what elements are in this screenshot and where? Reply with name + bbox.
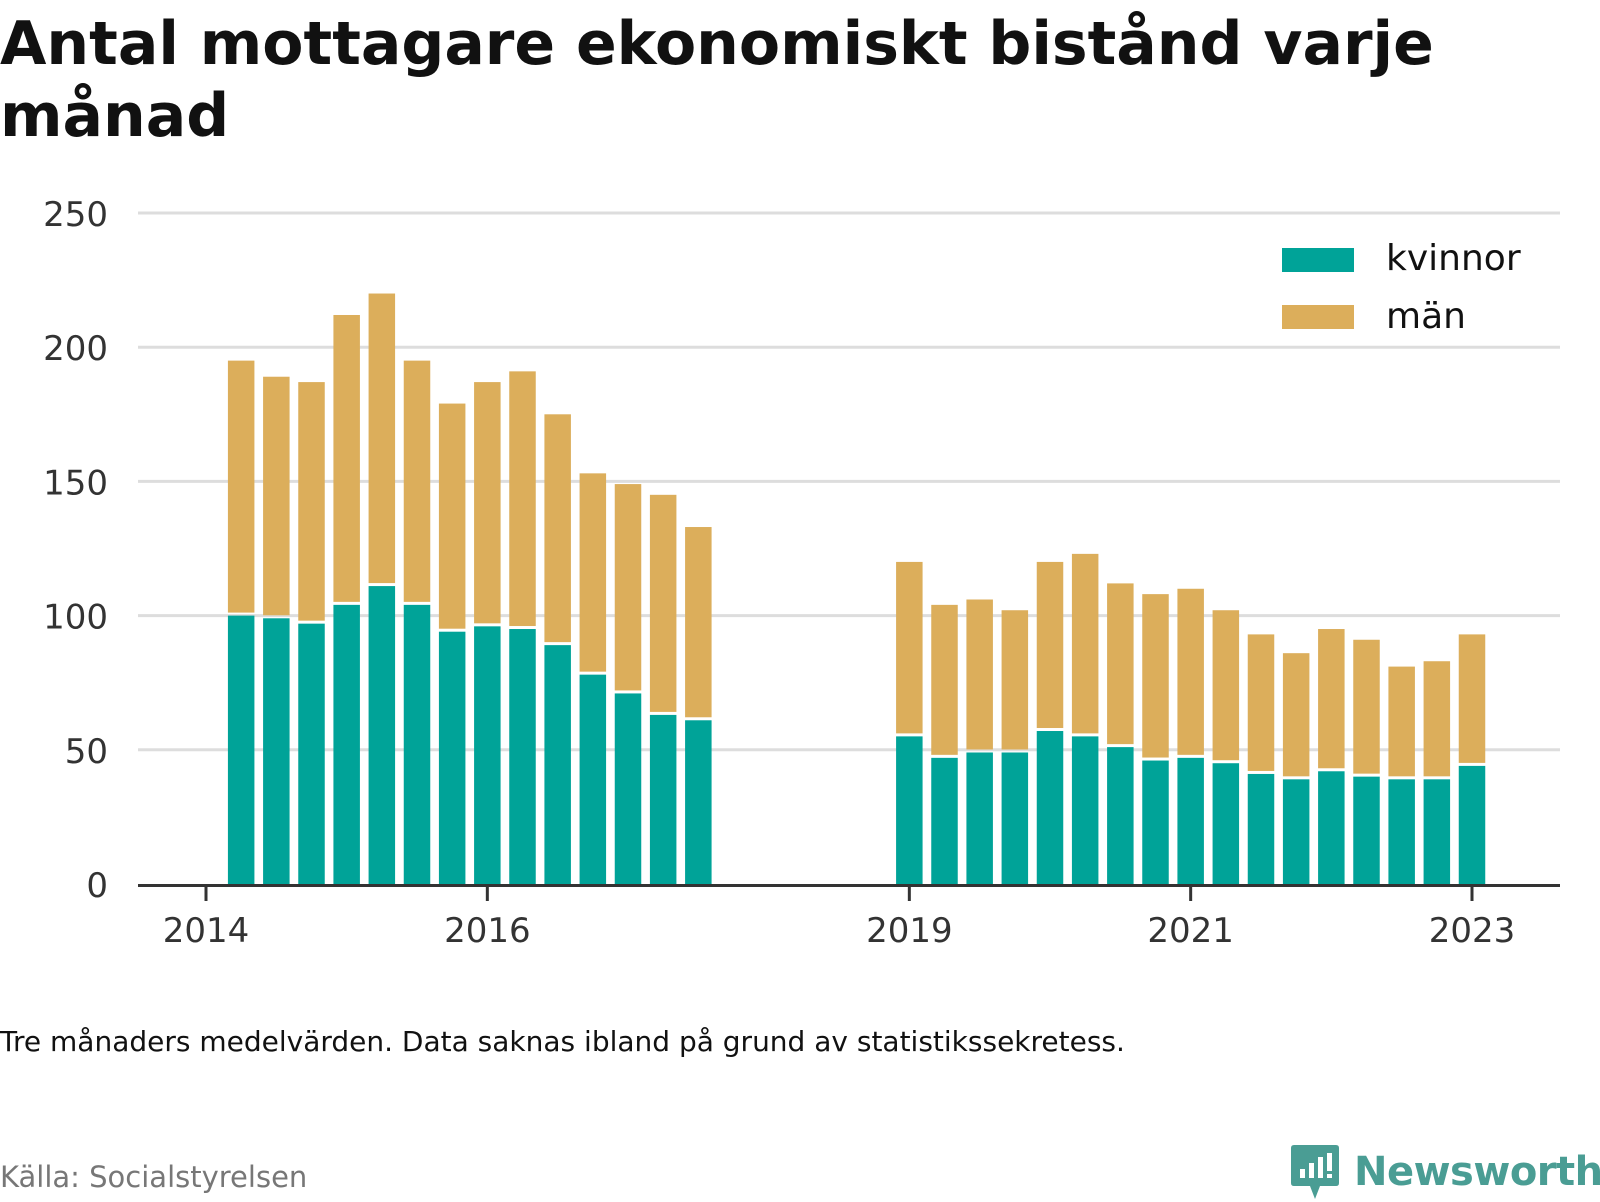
bar-man [1001,610,1029,750]
bar-man [966,599,993,750]
bar-man [649,494,677,712]
bar-kvinnor [333,604,360,884]
legend-label-man: män [1386,296,1466,337]
bar-man [1458,634,1486,763]
bar-man [1423,661,1451,777]
bar-kvinnor [579,674,607,884]
bar-man [474,382,501,624]
bar-man [1318,629,1345,769]
bars [227,293,1486,884]
bar-kvinnor [649,714,677,884]
bar-kvinnor [1212,763,1240,884]
newsworthy-logo-icon [1291,1145,1339,1199]
bar-man [298,382,325,621]
bar-kvinnor [368,586,396,884]
bar-man [1247,634,1275,771]
bar-man [544,414,571,643]
bar-man [579,473,607,672]
brand-logo: Newsworthy [1290,1142,1600,1202]
legend-swatch-kvinnor [1282,248,1354,272]
y-tick-label: 200 [43,329,108,369]
bar-kvinnor [1001,752,1029,884]
bar-kvinnor [1423,779,1451,884]
x-tick-label: 2014 [163,911,250,951]
bar-kvinnor [474,626,501,884]
bar-man [333,314,360,602]
bar-man [1212,610,1240,761]
y-tick-label: 50 [65,732,108,772]
x-tick-label: 2021 [1147,911,1234,951]
bar-kvinnor [1177,757,1204,884]
bar-kvinnor [1247,773,1275,884]
x-axis: 2014 2016 2019 2021 2023 [138,884,1560,951]
bar-man [1177,588,1204,755]
bar-kvinnor [403,604,431,884]
bar-kvinnor [931,757,958,884]
y-tick-label: 100 [43,598,108,638]
source-label: Källa: Socialstyrelsen [0,1160,308,1194]
bar-man [438,403,466,629]
x-tick-label: 2019 [866,911,953,951]
bar-man [614,484,642,691]
bar-man [1107,583,1134,745]
bar-kvinnor [438,631,466,884]
bar-kvinnor [1388,779,1415,884]
bar-kvinnor [896,736,923,884]
bar-kvinnor [966,752,993,884]
legend: kvinnor män [1262,235,1542,345]
bar-man [403,360,431,602]
y-tick-label: 0 [86,866,108,906]
bar-kvinnor [1353,776,1380,884]
bar-kvinnor [1036,731,1064,884]
chart: 0 50 100 150 200 250 2014 2016 2019 2021 2023 kvi… [43,195,1560,951]
bar-man [509,371,536,627]
bar-man [1142,594,1169,758]
bar-man [1353,639,1380,774]
bar-man [685,527,712,718]
brand-name: Newsworthy [1354,1149,1600,1195]
bar-kvinnor [1458,765,1486,884]
bar-kvinnor [227,615,255,884]
bar-kvinnor [1282,779,1310,884]
bar-kvinnor [1142,760,1169,884]
bar-kvinnor [614,693,642,884]
x-tick-label: 2016 [444,911,531,951]
bar-man [896,561,923,734]
bar-kvinnor [1071,736,1099,884]
legend-label-kvinnor: kvinnor [1386,238,1521,279]
bar-kvinnor [1318,771,1345,884]
bar-kvinnor [263,618,290,884]
bar-man [227,360,255,613]
bar-man [1388,666,1415,777]
bar-man [1071,553,1099,734]
bar-kvinnor [509,629,536,884]
x-tick-label: 2023 [1429,911,1516,951]
bar-kvinnor [1107,747,1134,884]
bar-man [368,293,396,584]
bar-kvinnor [544,645,571,884]
bar-man [1282,653,1310,777]
bar-man [1036,561,1064,729]
y-tick-label: 150 [43,463,108,503]
legend-swatch-man [1282,305,1354,329]
bar-man [931,604,958,755]
footnote: Tre månaders medelvärden. Data saknas ib… [0,1025,1125,1058]
y-tick-label: 250 [43,195,108,235]
bar-kvinnor [298,623,325,884]
y-axis-ticks: 0 50 100 150 200 250 [43,195,108,906]
chart-title: Antal mottagare ekonomiskt bistånd varje… [0,9,1434,151]
bar-man [263,376,290,616]
bar-kvinnor [685,720,712,884]
